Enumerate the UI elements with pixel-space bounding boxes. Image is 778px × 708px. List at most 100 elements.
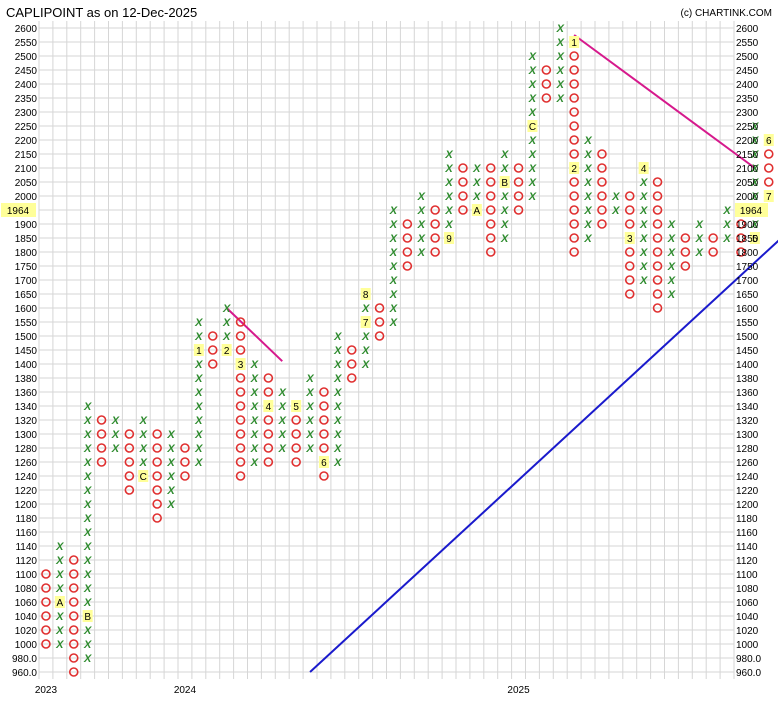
x-mark: X [305, 401, 314, 413]
x-mark: X [166, 499, 175, 511]
y-tick-label-left: 1650 [15, 290, 38, 301]
x-mark: X [55, 541, 64, 553]
o-mark [68, 583, 79, 593]
x-axis-label: 2023 [35, 685, 58, 696]
x-mark: X [389, 247, 398, 259]
x-mark: X [389, 219, 398, 231]
x-mark: X [528, 163, 537, 175]
o-mark [652, 247, 663, 257]
x-mark: X [583, 135, 592, 147]
o-mark [541, 93, 552, 103]
month-marker-bg [499, 176, 510, 188]
x-mark: X [333, 373, 342, 385]
y-tick-label-left: 980.0 [12, 654, 37, 665]
y-tick-label-right: 2150 [736, 150, 759, 161]
x-mark: X [389, 275, 398, 287]
y-tick-label-left: 1500 [15, 332, 38, 343]
y-tick-label-left: 1900 [15, 220, 38, 231]
x-mark: X [722, 233, 731, 245]
o-mark [652, 289, 663, 299]
current-price-label-left: 1964 [7, 206, 30, 217]
y-tick-label-right: 960.0 [736, 668, 761, 679]
o-mark [96, 443, 107, 453]
x-mark: X [695, 233, 704, 245]
x-mark: X [333, 415, 342, 427]
x-mark: X [83, 653, 92, 665]
month-marker: 8 [363, 290, 369, 301]
month-marker-bg [471, 204, 482, 216]
x-mark: X [333, 443, 342, 455]
month-marker: 5 [752, 234, 758, 245]
month-marker: B [84, 612, 91, 623]
x-mark: X [472, 191, 481, 203]
x-mark: X [111, 415, 120, 427]
y-tick-label-left: 1080 [15, 584, 38, 595]
y-tick-label-right: 1500 [736, 332, 759, 343]
o-mark [597, 219, 607, 229]
x-mark: X [166, 443, 175, 455]
o-mark [652, 275, 663, 285]
x-mark: X [333, 387, 342, 399]
x-mark: X [83, 639, 92, 651]
x-mark: X [583, 191, 592, 203]
o-mark [124, 457, 135, 467]
month-marker-bg [444, 232, 455, 244]
o-mark [41, 597, 51, 607]
x-mark: X [250, 401, 259, 413]
o-mark [68, 639, 79, 649]
y-tick-label-right: 1360 [736, 388, 759, 399]
y-tick-label-left: 2550 [15, 38, 38, 49]
o-mark [346, 345, 357, 355]
x-mark: X [250, 429, 259, 441]
resistance-line-2024 [225, 307, 283, 362]
o-mark [624, 219, 635, 229]
y-tick-label-left: 1280 [15, 444, 38, 455]
y-tick-label-right: 1750 [736, 262, 759, 273]
o-mark [624, 275, 635, 285]
x-mark: X [528, 93, 537, 105]
x-mark: X [194, 401, 203, 413]
y-tick-label-right: 1040 [736, 612, 759, 623]
o-mark [41, 625, 51, 635]
x-mark: X [250, 415, 259, 427]
y-tick-label-right: 1850 [736, 234, 759, 245]
x-mark: X [166, 485, 175, 497]
x-mark: X [361, 359, 370, 371]
o-mark [124, 429, 135, 439]
y-tick-label-left: 2000 [15, 192, 38, 203]
x-mark: X [55, 569, 64, 581]
x-mark: X [750, 177, 759, 189]
x-mark: X [611, 191, 620, 203]
x-mark: X [278, 401, 287, 413]
month-marker: 3 [627, 234, 633, 245]
o-mark [124, 471, 135, 481]
month-marker: 4 [641, 164, 647, 175]
o-mark [152, 457, 162, 467]
o-mark [569, 65, 579, 75]
x-mark: X [250, 373, 259, 385]
y-tick-label-left: 1360 [15, 388, 38, 399]
x-mark: X [500, 219, 509, 231]
o-mark [41, 569, 51, 579]
o-mark [597, 191, 607, 201]
x-mark: X [250, 387, 259, 399]
y-tick-label-right: 1800 [736, 248, 759, 259]
o-mark [68, 611, 79, 621]
x-mark: X [194, 359, 203, 371]
x-mark: X [611, 205, 620, 217]
chart-title: CAPLIPOINT as on 12-Dec-2025 [6, 5, 197, 20]
month-marker-bg [624, 232, 635, 244]
x-mark: X [278, 387, 287, 399]
x-mark: X [83, 471, 92, 483]
x-mark: X [83, 555, 92, 567]
y-tick-label-right: 1020 [736, 626, 759, 637]
o-mark [708, 233, 718, 243]
o-mark [652, 261, 663, 271]
y-tick-label-left: 2600 [15, 24, 38, 35]
o-mark [346, 359, 357, 369]
o-mark [263, 457, 274, 467]
y-tick-label-left: 1140 [15, 542, 37, 553]
x-mark: X [583, 233, 592, 245]
chart-grid [38, 21, 735, 679]
x-mark: X [444, 191, 453, 203]
